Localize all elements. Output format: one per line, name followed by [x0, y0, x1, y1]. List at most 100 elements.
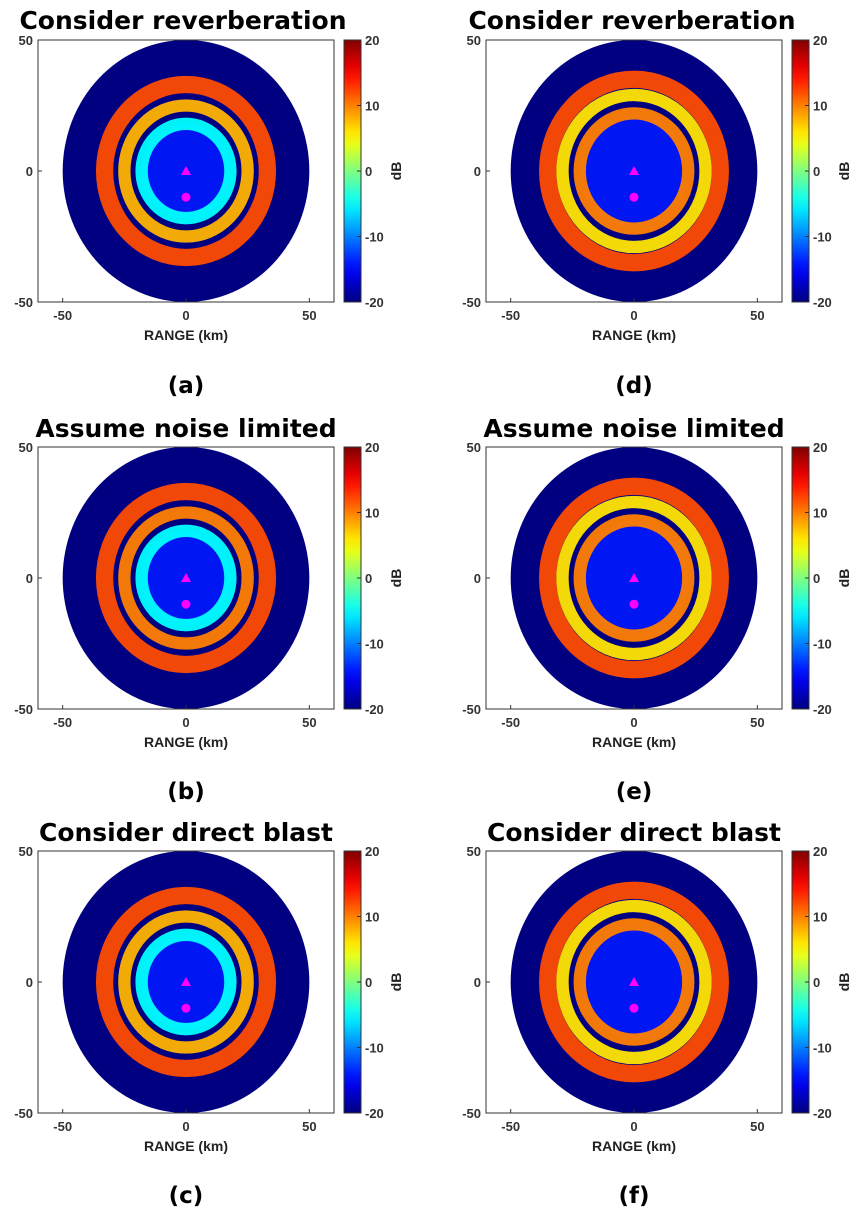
- x-tick-label: -50: [53, 1119, 72, 1134]
- receiver-marker: [181, 599, 191, 609]
- colorbar-label: dB: [836, 162, 852, 181]
- intensity-ring: [135, 524, 237, 632]
- colorbar-tick-label: 20: [365, 844, 379, 859]
- y-tick-label: 0: [474, 164, 481, 179]
- panel-f: Consider direct blast -50 0 50 -50 0 50 RANGE (…: [462, 818, 852, 1209]
- panel-caption: (c): [169, 1183, 204, 1209]
- y-tick-label: -50: [14, 702, 33, 717]
- colorbar-label: dB: [388, 973, 404, 992]
- y-tick-label: 0: [474, 571, 481, 586]
- colorbar-tick-label: 20: [813, 33, 827, 48]
- receiver-marker: [181, 1003, 191, 1013]
- intensity-ring: [573, 107, 695, 235]
- colorbar-tick-label: -20: [365, 702, 384, 717]
- y-tick-label: 50: [467, 33, 481, 48]
- panel-d: Consider reverberation -50 0 50 -50 0 50 RANGE …: [462, 6, 852, 399]
- x-tick-label: 50: [302, 715, 316, 730]
- y-tick-label: 0: [26, 975, 33, 990]
- colorbar-tick-label: 20: [813, 440, 827, 455]
- intensity-ring: [95, 886, 277, 1078]
- colorbar-label: dB: [388, 569, 404, 588]
- x-axis-label: RANGE (km): [144, 734, 228, 750]
- x-tick-label: 0: [630, 1119, 637, 1134]
- panel-title: Consider reverberation: [19, 6, 346, 35]
- colorbar-tick-label: 0: [813, 164, 820, 179]
- x-tick-label: 50: [302, 308, 316, 323]
- intensity-ring: [95, 482, 277, 674]
- x-tick-label: 50: [750, 715, 764, 730]
- intensity-ring: [539, 881, 729, 1083]
- y-tick-label: -50: [14, 295, 33, 310]
- source-marker: [629, 573, 639, 582]
- x-tick-label: 0: [182, 715, 189, 730]
- x-tick-label: 0: [630, 308, 637, 323]
- y-tick-label: 50: [19, 844, 33, 859]
- intensity-ring: [539, 70, 729, 272]
- panel-b: Assume noise limited -50 0 50 -50 0 50 RANGE (k…: [14, 414, 404, 805]
- colorbar-tick-label: -10: [365, 230, 384, 245]
- intensity-ring: [135, 928, 237, 1036]
- intensity-ring: [573, 514, 695, 642]
- colorbar-tick-label: -10: [813, 1041, 832, 1056]
- colorbar-tick-label: 10: [813, 910, 827, 925]
- intensity-ring: [118, 506, 254, 650]
- x-tick-label: -50: [53, 715, 72, 730]
- panel-c: Consider direct blast -50 0 50 -50 0 50 RANGE (…: [14, 818, 404, 1209]
- colorbar-tick-label: 20: [365, 440, 379, 455]
- x-tick-label: -50: [501, 715, 520, 730]
- y-tick-label: 50: [19, 440, 33, 455]
- x-tick-label: -50: [501, 1119, 520, 1134]
- colorbar-tick-label: 10: [365, 910, 379, 925]
- y-tick-label: 0: [474, 975, 481, 990]
- source-marker: [181, 166, 191, 175]
- colorbar-tick-label: 0: [365, 975, 372, 990]
- intensity-ring: [118, 910, 254, 1054]
- source-marker: [629, 977, 639, 986]
- panel-title: Consider direct blast: [487, 818, 781, 847]
- y-tick-label: 50: [467, 844, 481, 859]
- colorbar-tick-label: 0: [365, 571, 372, 586]
- y-tick-label: 50: [467, 440, 481, 455]
- colorbar-tick-label: -20: [365, 1106, 384, 1121]
- x-tick-label: 50: [750, 1119, 764, 1134]
- y-tick-label: 0: [26, 571, 33, 586]
- panel-caption: (e): [616, 779, 653, 805]
- colorbar-tick-label: 20: [365, 33, 379, 48]
- colorbar-tick-label: -10: [813, 637, 832, 652]
- x-axis-label: RANGE (km): [592, 1138, 676, 1154]
- colorbar-label: dB: [388, 162, 404, 181]
- colorbar-tick-label: -10: [365, 1041, 384, 1056]
- colorbar-tick-label: -20: [813, 1106, 832, 1121]
- y-tick-label: -50: [462, 1106, 481, 1121]
- intensity-ring: [573, 918, 695, 1046]
- y-tick-label: -50: [462, 295, 481, 310]
- panel-caption: (d): [615, 373, 653, 399]
- source-marker: [181, 573, 191, 582]
- colorbar-label: dB: [836, 973, 852, 992]
- x-tick-label: 50: [302, 1119, 316, 1134]
- y-tick-label: 0: [26, 164, 33, 179]
- colorbar-tick-label: 10: [813, 99, 827, 114]
- colorbar-tick-label: 10: [365, 506, 379, 521]
- intensity-ring: [118, 99, 254, 243]
- x-tick-label: 0: [182, 308, 189, 323]
- x-tick-label: 0: [182, 1119, 189, 1134]
- colorbar-tick-label: 0: [813, 975, 820, 990]
- panel-caption: (b): [167, 779, 205, 805]
- intensity-ring: [556, 88, 712, 254]
- intensity-ring: [539, 477, 729, 679]
- panel-caption: (a): [168, 373, 205, 399]
- colorbar-tick-label: 10: [365, 99, 379, 114]
- x-tick-label: -50: [53, 308, 72, 323]
- panel-title: Assume noise limited: [35, 414, 336, 443]
- colorbar-tick-label: 20: [813, 844, 827, 859]
- receiver-marker: [629, 599, 639, 609]
- source-marker: [629, 166, 639, 175]
- x-tick-label: 50: [750, 308, 764, 323]
- panel-title: Consider direct blast: [39, 818, 333, 847]
- colorbar-tick-label: -10: [813, 230, 832, 245]
- receiver-marker: [181, 192, 191, 202]
- x-axis-label: RANGE (km): [144, 1138, 228, 1154]
- colorbar-tick-label: -20: [365, 295, 384, 310]
